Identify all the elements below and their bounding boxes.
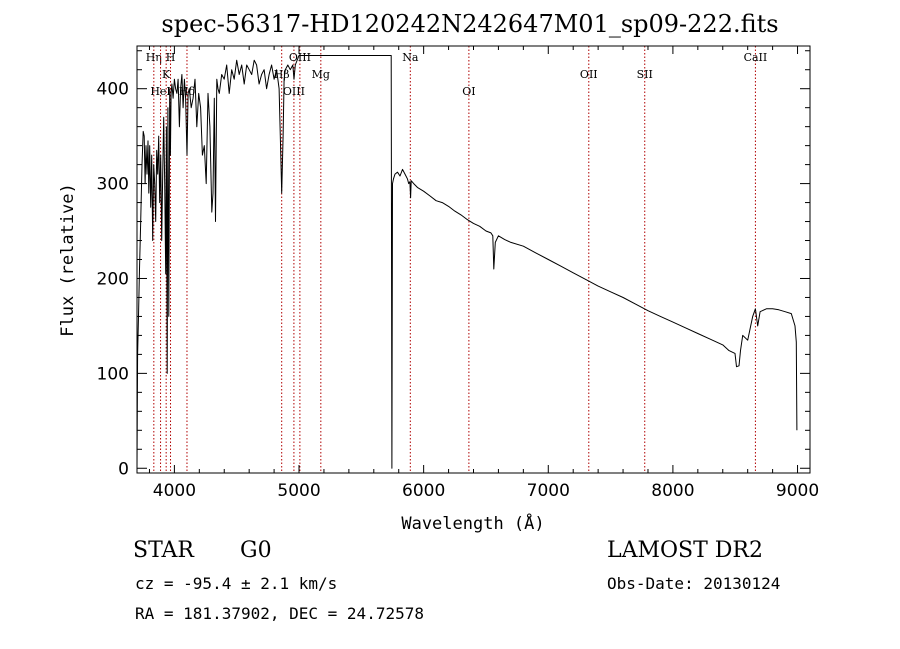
x-tick-label: 7000 — [527, 481, 570, 501]
line-marker-label: OIII — [289, 51, 311, 64]
line-marker-label: HeI — [150, 85, 170, 98]
y-axis-label: Flux (relative) — [58, 183, 78, 337]
x-tick-label: 8000 — [651, 481, 694, 501]
plot-frame — [136, 45, 811, 474]
line-marker-label: OI — [462, 85, 475, 98]
object-subclass: G0 — [240, 538, 272, 563]
chart-title: spec-56317-HD120242N242647M01_sp09-222.f… — [161, 10, 778, 38]
y-tick-label: 400 — [97, 80, 129, 100]
spectrum-series — [136, 55, 798, 469]
spectrum-line — [136, 55, 798, 469]
x-tick-label: 9000 — [776, 481, 819, 501]
observation-date: Obs-Date: 20130124 — [607, 574, 781, 593]
line-marker-label: OIII — [283, 85, 305, 98]
x-tick-label: 6000 — [402, 481, 445, 501]
x-tick-label: 5000 — [277, 481, 320, 501]
line-marker-label: SII — [637, 68, 653, 81]
ra-dec-coordinates: RA = 181.37902, DEC = 24.72578 — [135, 604, 424, 623]
survey-name: LAMOST DR2 — [607, 538, 763, 563]
object-class: STAR — [133, 538, 194, 563]
x-axis-label: Wavelength (Å) — [401, 512, 544, 534]
y-tick-label: 300 — [97, 175, 129, 195]
line-marker-label: Hη — [146, 51, 162, 64]
y-tick-label: 100 — [97, 364, 129, 384]
redshift-velocity: cz = -95.4 ± 2.1 km/s — [135, 574, 338, 593]
line-marker-label: OII — [580, 68, 598, 81]
line-marker-label: Na — [402, 51, 419, 64]
y-tick-label: 0 — [118, 459, 129, 479]
x-tick-label: 4000 — [153, 481, 196, 501]
line-marker-label: K — [162, 68, 171, 81]
line-marker-label: Mg — [312, 68, 330, 81]
axis-ticks: 4000 5000 6000 7000 8000 9000 0 100 200 300 400 — [97, 46, 819, 501]
line-marker-label: CaII — [744, 51, 768, 64]
y-tick-label: 200 — [97, 269, 129, 289]
line-marker-label: H — [166, 51, 176, 64]
